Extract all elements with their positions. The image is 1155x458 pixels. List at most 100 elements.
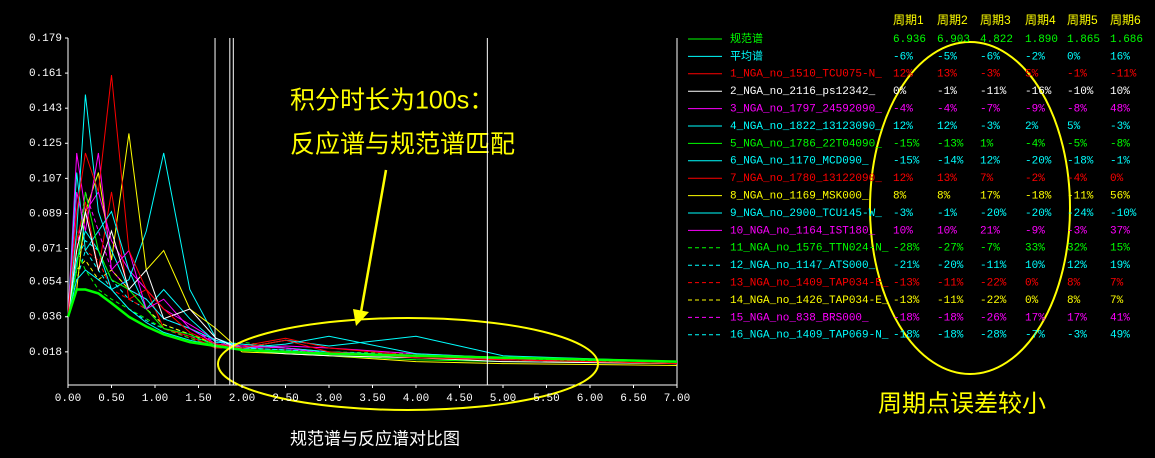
table-cell: 48% [1110,104,1130,116]
table-header: 周期5 [1067,13,1098,27]
table-cell: -28% [893,243,920,255]
table-cell: 6.936 [893,34,926,46]
x-tick-label: 3.50 [359,393,385,405]
table-cell: 16% [1110,51,1130,63]
annotation: 周期点误差较小 [878,390,1046,417]
table-cell: -16% [1025,86,1052,98]
table-cell: -13% [893,278,920,290]
table-cell: -1% [1067,69,1087,81]
table-cell: -4% [1067,173,1087,185]
table-cell: 10% [937,225,957,237]
table-cell: -20% [1025,156,1052,168]
table-cell: -3% [1110,121,1130,133]
table-cell: 10% [1025,260,1045,272]
table-cell: -26% [980,312,1007,324]
table-header: 周期3 [980,13,1011,27]
x-tick-label: 5.00 [490,393,516,405]
x-tick-label: 5.50 [533,393,559,405]
table-cell: -8% [1067,104,1087,116]
table-cell: 12% [937,121,957,133]
y-tick-label: 0.054 [29,277,62,289]
table-cell: -18% [937,312,964,324]
x-tick-label: 6.00 [577,393,603,405]
table-header: 周期1 [893,13,924,27]
table-cell: -11% [937,295,964,307]
table-cell: -8% [1110,138,1130,150]
table-cell: 12% [893,173,913,185]
table-cell: 7% [980,173,994,185]
y-tick-label: 0.036 [29,312,62,324]
table-header: 周期2 [937,13,968,27]
table-cell: -15% [893,138,920,150]
annotation: 积分时长为100s： [290,87,494,115]
highlight-ellipse [217,317,599,411]
legend-label: 规范谱 [730,31,763,46]
table-cell: -11% [937,278,964,290]
table-cell: 1.865 [1067,34,1100,46]
table-cell: -10% [1067,86,1094,98]
table-cell: 0% [1067,51,1081,63]
table-cell: -14% [937,156,964,168]
x-tick-label: 4.50 [446,393,472,405]
arrow-head [353,309,369,326]
table-cell: 13% [937,173,957,185]
table-cell: 8% [893,191,907,203]
table-cell: -11% [1110,69,1137,81]
table-cell: 49% [1110,330,1130,342]
table-cell: -5% [1067,138,1087,150]
table-cell: -4% [937,104,957,116]
table-cell: -4% [893,104,913,116]
legend-label: 15_NGA_no_838_BRS000_ [730,312,869,324]
legend-label: 1_NGA_no_1510_TCU075-N_ [730,69,882,81]
table-cell: -3% [980,69,1000,81]
table-cell: 5% [1067,121,1081,133]
x-tick-label: 2.50 [272,393,298,405]
table-cell: -3% [1067,330,1087,342]
table-header: 周期4 [1025,13,1056,27]
y-tick-label: 0.089 [29,208,62,220]
table-cell: -22% [980,295,1007,307]
y-tick-label: 0.143 [29,103,62,115]
series-line [67,152,678,363]
y-tick-label: 0.161 [29,68,62,80]
x-tick-label: 1.50 [185,393,211,405]
legend-label: 16_NGA_no_1409_TAP069-N_ [730,330,889,342]
table-cell: 0% [1110,173,1124,185]
table-cell: -20% [1025,208,1052,220]
table-cell: -18% [937,330,964,342]
table-cell: -20% [980,208,1007,220]
table-cell: -7% [980,104,1000,116]
series-line [67,94,678,363]
table-cell: 6.903 [937,34,970,46]
legend-label: 9_NGA_no_2900_TCU145-W_ [730,208,882,220]
table-cell: 37% [1110,225,1130,237]
y-tick-label: 0.125 [29,138,62,150]
legend-label: 14_NGA_no_1426_TAP034-E_ [730,295,889,307]
table-cell: -11% [980,86,1007,98]
y-tick-label: 0.018 [29,347,62,359]
legend-label: 4_NGA_no_1822_13123090_ [730,121,882,133]
table-cell: -18% [1025,191,1052,203]
table-cell: -15% [893,156,920,168]
table-cell: 41% [1110,312,1130,324]
table-cell: 1% [980,138,994,150]
table-cell: 0% [893,86,907,98]
legend-label: 2_NGA_no_2116_ps12342_ [730,86,876,98]
x-tick-label: 6.50 [620,393,646,405]
series-line [67,211,678,365]
table-cell: -18% [893,330,920,342]
table-cell: -28% [980,330,1007,342]
table-cell: -10% [1110,208,1137,220]
table-cell: 0% [1025,295,1039,307]
legend-label: 8_NGA_no_1169_MSK000_ [730,191,869,203]
table-cell: -7% [980,243,1000,255]
table-cell: -27% [937,243,964,255]
x-tick-label: 7.00 [664,393,690,405]
y-tick-label: 0.107 [29,173,62,185]
table-cell: 7% [1110,278,1124,290]
table-cell: -11% [1067,191,1094,203]
x-tick-label: 2.00 [229,393,255,405]
